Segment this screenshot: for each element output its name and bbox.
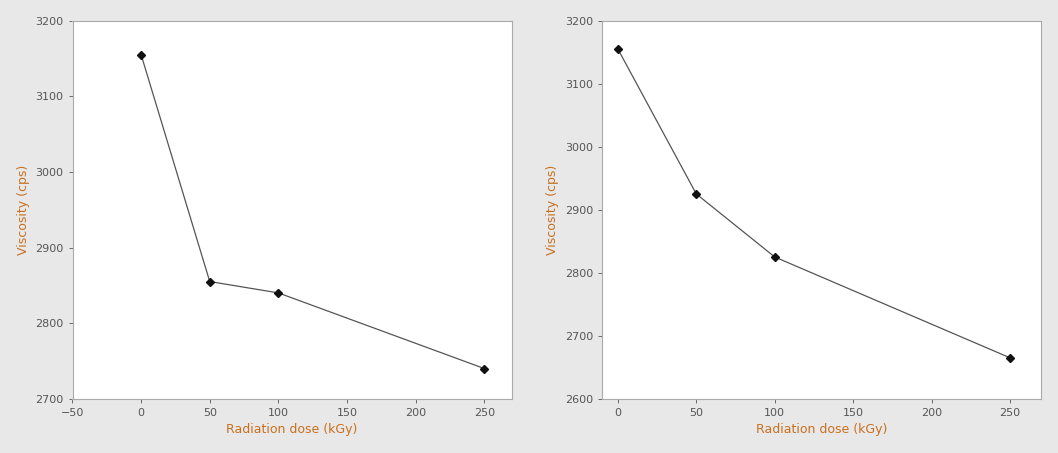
- Y-axis label: Viscosity (cps): Viscosity (cps): [546, 164, 560, 255]
- Y-axis label: Viscosity (cps): Viscosity (cps): [17, 164, 30, 255]
- X-axis label: Radiation dose (kGy): Radiation dose (kGy): [756, 424, 888, 436]
- X-axis label: Radiation dose (kGy): Radiation dose (kGy): [226, 424, 358, 436]
